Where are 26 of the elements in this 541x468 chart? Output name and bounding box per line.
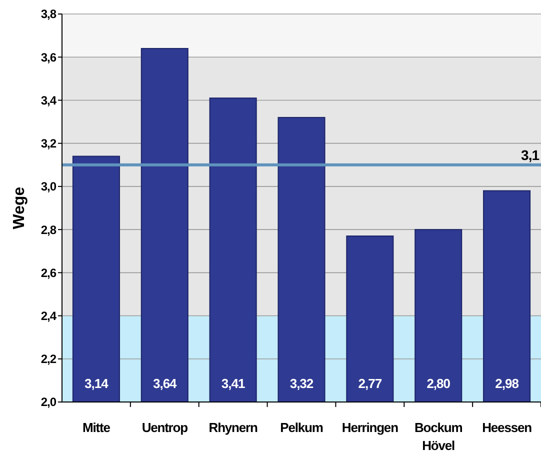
- y-axis-title: Wege: [11, 186, 28, 230]
- data-label: 3,41: [221, 376, 245, 391]
- y-tick-label: 2,0: [40, 395, 57, 410]
- y-tick-label: 3,4: [40, 93, 57, 108]
- y-tick-label: 2,8: [40, 222, 57, 237]
- data-label: 3,32: [290, 376, 314, 391]
- ref-line-label: 3,1: [521, 146, 540, 163]
- data-label: 2,80: [426, 376, 450, 391]
- data-label: 3,64: [152, 376, 178, 391]
- x-tick-label: Rhynern: [208, 420, 258, 435]
- data-label: 3,14: [84, 376, 110, 391]
- x-tick-label: Mitte: [82, 420, 110, 435]
- y-tick-label: 3,2: [40, 136, 57, 151]
- y-tick-label: 3,0: [40, 180, 57, 194]
- y-tick-label: 2,2: [40, 352, 57, 366]
- x-tick-label: Herringen: [342, 420, 399, 435]
- y-tick-label: 2,4: [40, 308, 57, 323]
- y-tick-label: 3,8: [40, 7, 57, 22]
- y-tick-label: 3,6: [40, 50, 57, 64]
- x-tick-label: Bockum Hövel: [414, 420, 462, 453]
- x-tick-label: Uentrop: [142, 420, 188, 435]
- data-label: 2,98: [495, 376, 519, 391]
- y-tick-label: 2,6: [40, 266, 57, 280]
- data-label: 2,77: [358, 376, 382, 391]
- x-tick-label: Heessen: [482, 420, 532, 435]
- x-tick-label: Pelkum: [280, 420, 323, 435]
